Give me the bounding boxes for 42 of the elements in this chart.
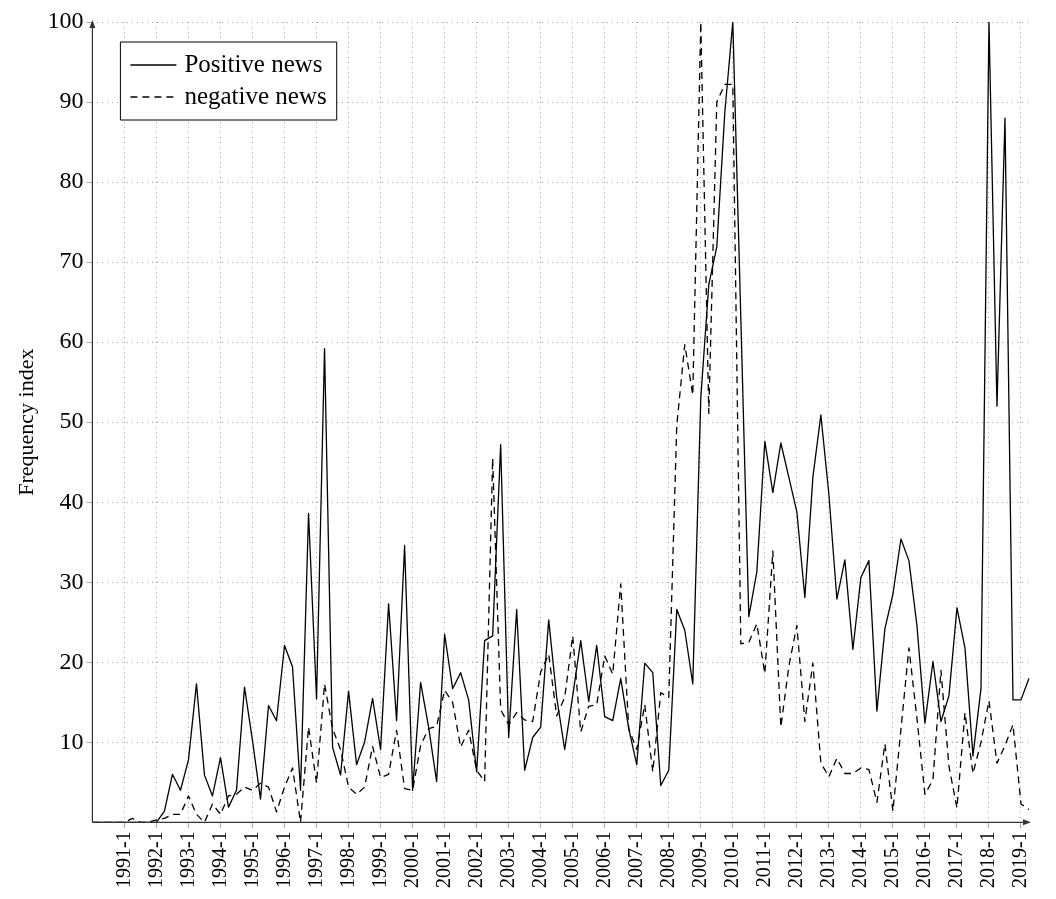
x-tick-label: 2007-1: [624, 831, 646, 889]
x-tick-label: 2003-1: [495, 831, 518, 889]
x-tick-label: 1991-1: [111, 831, 134, 889]
x-tick-label: 2006-1: [591, 831, 614, 889]
y-tick-label: 20: [59, 647, 84, 674]
x-tick-label: 2005-1: [559, 831, 582, 889]
y-tick-label: 60: [59, 327, 84, 354]
x-tick-label: 2008-1: [656, 831, 679, 889]
x-tick-label: 1999-1: [367, 831, 390, 889]
x-tick-label: 2012-1: [784, 831, 807, 889]
x-tick-label: 2010-1: [720, 831, 743, 889]
y-tick-label: 10: [59, 727, 84, 754]
y-tick-label: 90: [59, 87, 84, 114]
y-axis-title: Frequency index: [12, 348, 38, 496]
x-tick-label: 2016-1: [912, 831, 935, 889]
x-tick-label: 2001-1: [431, 831, 454, 889]
x-tick-label: 1998-1: [335, 831, 358, 889]
x-tick-label: 1993-1: [175, 831, 198, 889]
y-tick-label: 40: [59, 487, 84, 514]
y-tick-label: 50: [59, 407, 84, 434]
x-tick-label: 2013-1: [816, 831, 839, 889]
x-tick-label: 1996-1: [271, 831, 294, 889]
x-tick-label: 2017-1: [944, 831, 967, 889]
x-tick-label: 2000-1: [399, 831, 422, 889]
x-tick-label: 2019-1: [1008, 831, 1031, 889]
x-tick-label: 2009-1: [688, 831, 711, 889]
y-tick-label: 30: [59, 567, 84, 594]
y-tick-label: 100: [47, 7, 84, 34]
x-tick-label: 2018-1: [976, 831, 999, 889]
x-tick-label: 1994-1: [207, 831, 230, 889]
x-tick-label: 2004-1: [527, 831, 550, 889]
x-tick-label: 2015-1: [880, 831, 903, 889]
x-tick-label: 1992-1: [143, 831, 166, 889]
legend-label: Positive news: [184, 49, 323, 77]
x-tick-label: 1997-1: [303, 831, 326, 889]
y-tick-label: 80: [59, 167, 84, 194]
x-tick-label: 2011-1: [752, 831, 775, 888]
x-tick-label: 2002-1: [463, 831, 486, 889]
x-tick-label: 1995-1: [239, 831, 262, 889]
x-tick-label: 2014-1: [848, 831, 871, 889]
y-tick-label: 70: [59, 247, 84, 274]
legend-label: negative news: [184, 81, 327, 109]
